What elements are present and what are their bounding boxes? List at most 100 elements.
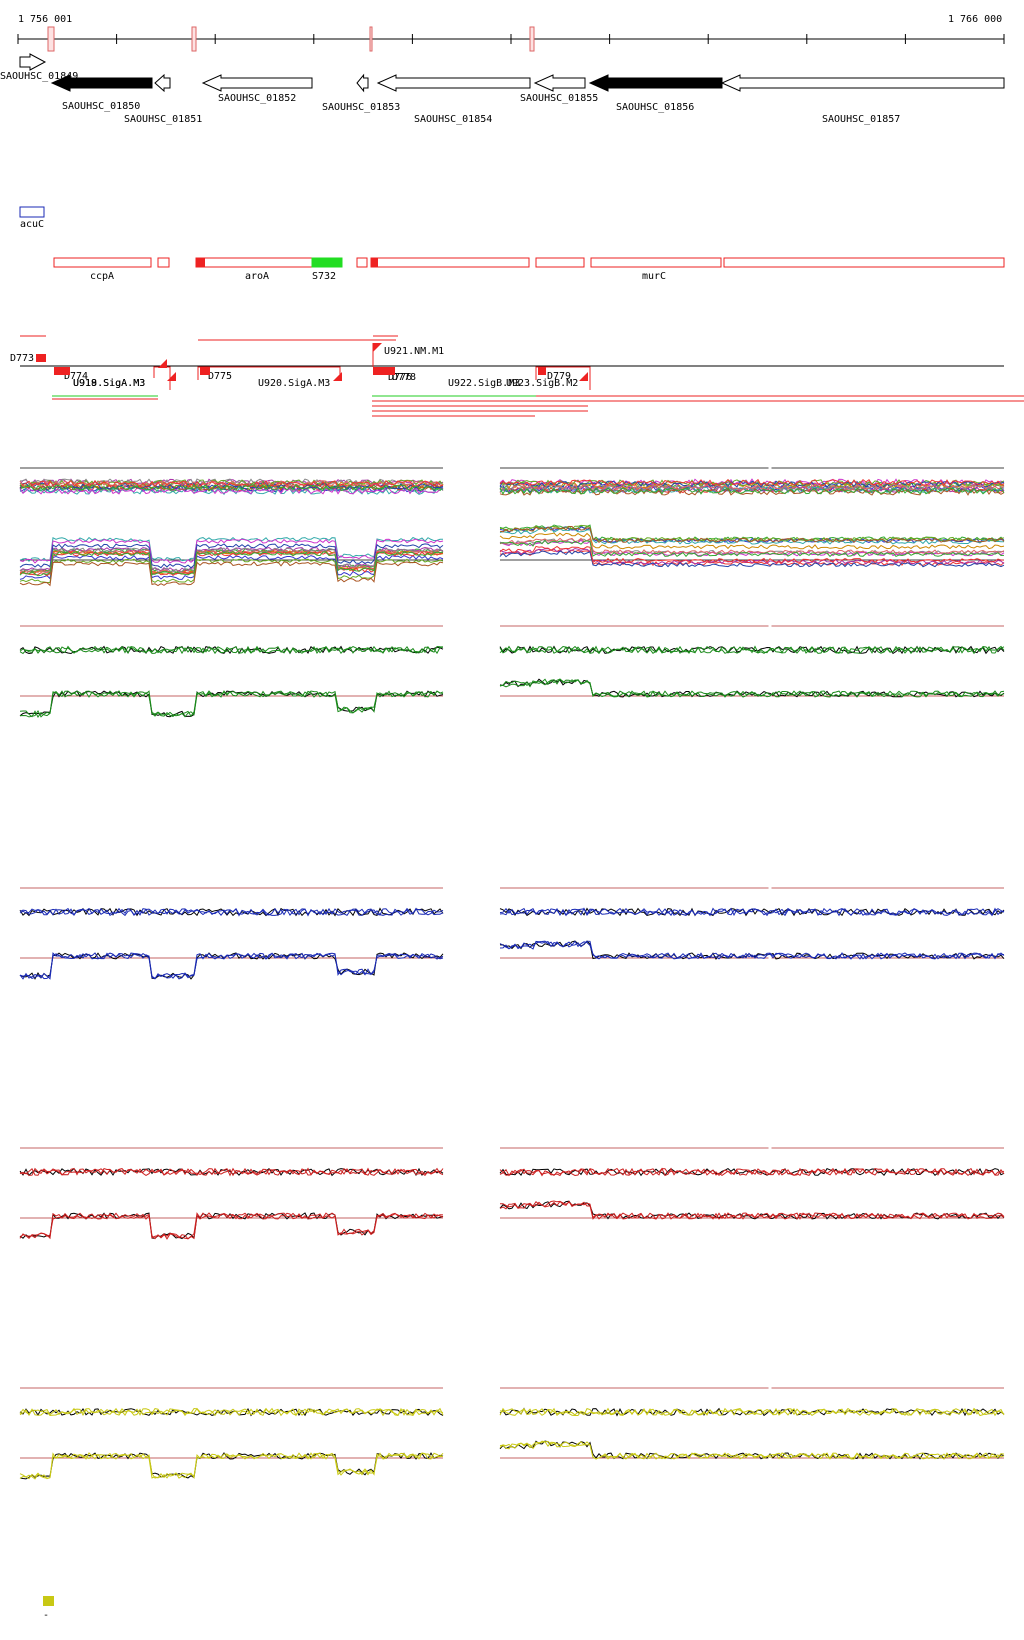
transcript-label: U923.SigB.M2 — [506, 378, 578, 389]
expression-trace — [19, 483, 444, 491]
gene-arrow — [356, 73, 369, 93]
expression-trace — [19, 1452, 444, 1480]
transcript-bracket — [153, 366, 171, 390]
expression-trace — [19, 1407, 444, 1417]
transcript-tri — [579, 372, 588, 381]
transcript-label: D778 — [392, 372, 416, 383]
expression-trace — [19, 561, 444, 587]
transcript-label: U920.SigA.M3 — [258, 378, 330, 389]
gene-arrow — [201, 74, 313, 92]
expression-trace — [19, 1167, 444, 1177]
expression-trace — [499, 1200, 1005, 1220]
transcript-block — [36, 354, 46, 362]
transcript-label: U921.NM.M1 — [384, 346, 444, 357]
expression-trace — [499, 483, 1005, 492]
feature-box-red — [53, 257, 152, 268]
transcript-tri — [158, 359, 167, 368]
transcript-bracket — [535, 366, 591, 390]
expression-trace — [499, 550, 1005, 568]
expression-trace — [19, 1212, 444, 1240]
gene-label: SAOUHSC_01852 — [218, 93, 296, 104]
expression-trace — [499, 645, 1005, 654]
gene-arrow — [376, 74, 531, 92]
gene-label: SAOUHSC_01853 — [322, 102, 400, 113]
transcript-label: U918.SigA.M3 — [73, 378, 145, 389]
expression-trace — [19, 1212, 444, 1240]
expression-trace — [499, 1167, 1005, 1177]
end-coordinate: 1 766 000 — [948, 14, 1002, 25]
expression-trace — [19, 487, 444, 495]
feature-box-red — [535, 257, 585, 268]
expression-trace — [499, 1407, 1005, 1417]
expression-trace — [499, 678, 1005, 698]
start-coordinate: 1 756 001 — [18, 14, 72, 25]
expression-trace — [500, 1200, 1005, 1220]
expression-trace — [499, 1167, 1005, 1177]
expression-trace — [19, 952, 444, 980]
feature-track-red: ccpA aroA S732 murC — [53, 257, 1005, 282]
feature-fill — [371, 258, 378, 267]
ruler-highlight — [191, 26, 197, 52]
ruler-highlight — [47, 26, 55, 52]
expression-trace — [499, 486, 1005, 495]
expression-trace — [19, 645, 444, 655]
expression-trace — [499, 539, 1005, 558]
transcript-tri — [333, 372, 342, 381]
transcript-block — [538, 367, 546, 375]
feature-label: aroA — [245, 271, 269, 282]
expression-trace — [499, 488, 1005, 496]
feature-box-red — [195, 257, 313, 268]
transcript-label: U922.SigB.M3 — [448, 378, 520, 389]
transcript-block — [200, 367, 210, 375]
gene-arrow — [154, 73, 171, 93]
expression-trace — [499, 1407, 1005, 1417]
feature-box-red — [370, 257, 530, 268]
feature-box-red — [356, 257, 368, 268]
ruler-ticks — [17, 34, 1005, 44]
gene-arrow — [533, 74, 586, 92]
expression-trace — [499, 539, 1005, 557]
gene-track: SAOUHSC_01849 SAOUHSC_01850 SAOUHSC_01851 S… — [0, 53, 1005, 125]
gene-label: SAOUHSC_01851 — [124, 114, 202, 125]
transcript-block — [54, 367, 70, 375]
expression-trace — [19, 550, 444, 576]
expression-trace — [19, 907, 444, 917]
expression-trace — [499, 478, 1005, 487]
expression-trace — [19, 480, 444, 488]
feature-track-blue: acuC — [19, 206, 45, 230]
expression-trace — [499, 526, 1005, 543]
legend-swatch — [43, 1596, 54, 1606]
expression-trace — [499, 678, 1005, 698]
expression-trace — [19, 907, 444, 917]
feature-box-red — [590, 257, 722, 268]
expression-trace — [499, 1200, 1005, 1220]
gene-label: SAOUHSC_01854 — [414, 114, 492, 125]
expression-trace — [499, 538, 1005, 556]
feature-box-blue — [19, 206, 45, 218]
legend-label: - — [43, 1610, 49, 1621]
expression-trace — [19, 558, 444, 583]
feature-label: acuC — [20, 219, 44, 230]
transcript-label: D774 — [64, 371, 88, 382]
expression-trace — [499, 1440, 1005, 1460]
expression-trace — [19, 484, 444, 492]
expression-trace — [19, 483, 443, 492]
feature-fill — [196, 258, 205, 267]
gene-arrow — [588, 74, 723, 92]
gene-arrow — [19, 53, 47, 71]
transcript-tri — [167, 372, 176, 381]
transcript-label: D775 — [208, 371, 232, 382]
feature-label: murC — [642, 271, 666, 282]
transcript-tri — [373, 343, 382, 352]
gene-label: SAOUHSC_01855 — [520, 93, 598, 104]
feature-label: ccpA — [90, 271, 114, 282]
expression-trace — [19, 538, 444, 564]
coordinate-ruler: 1 756 001 1 766 000 — [17, 14, 1005, 52]
expression-trace — [499, 485, 1005, 493]
expression-trace — [19, 543, 444, 569]
expression-trace — [19, 551, 444, 577]
expression-trace — [19, 554, 444, 580]
expression-trace — [499, 545, 1005, 564]
